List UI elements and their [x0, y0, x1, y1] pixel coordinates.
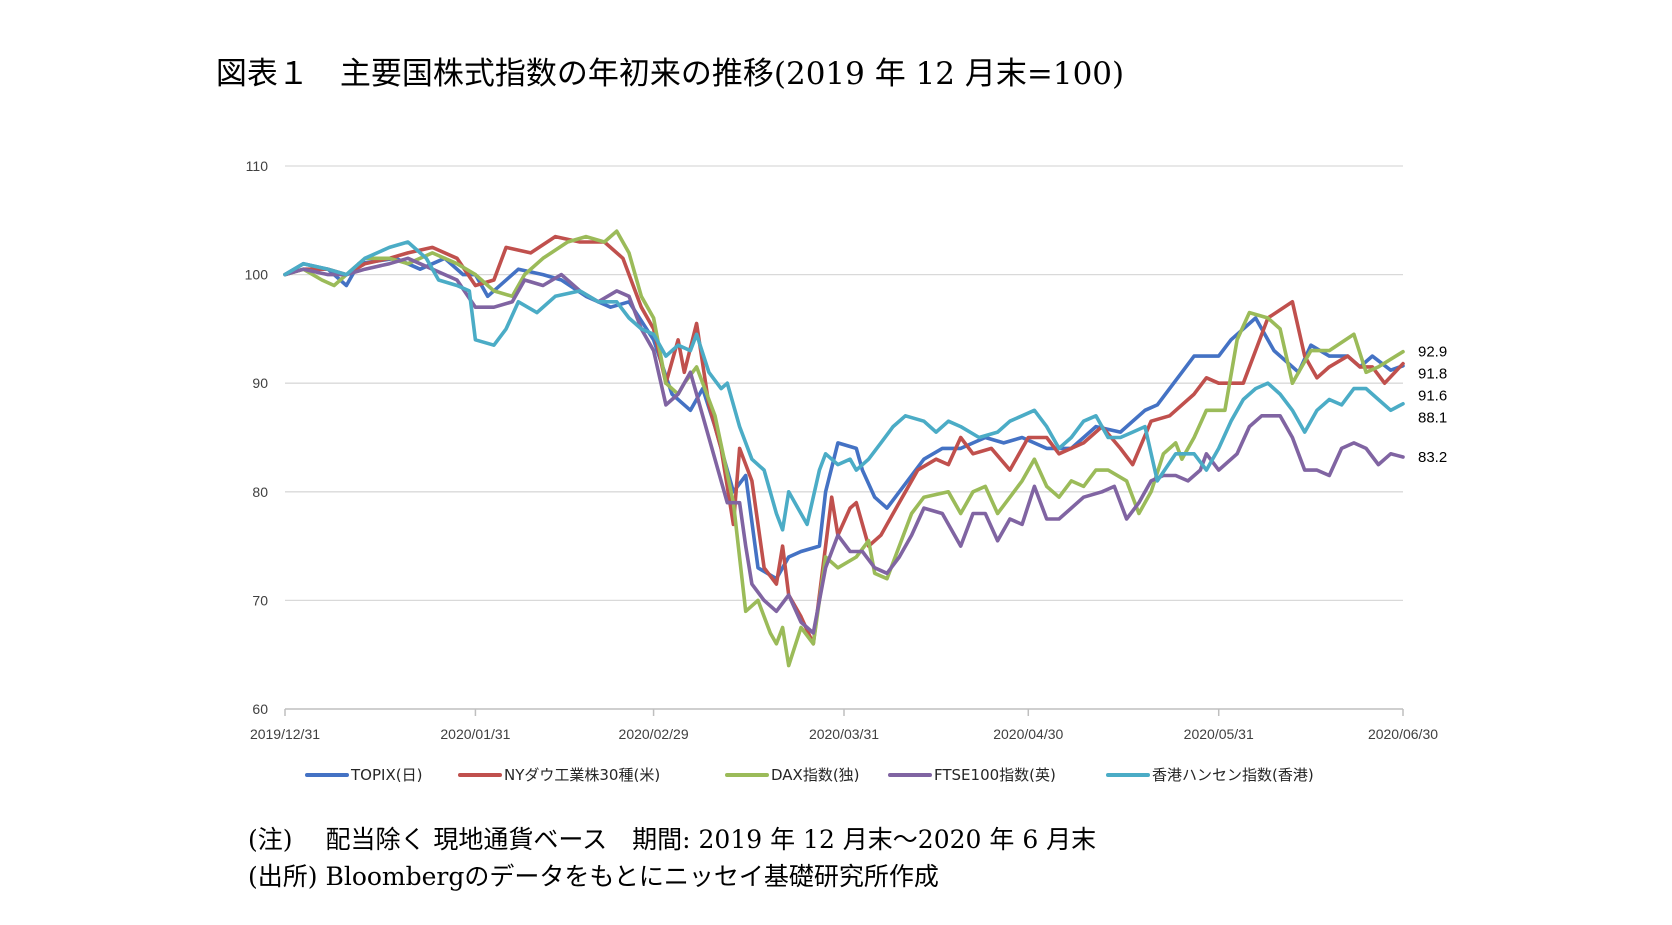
x-tick-label: 2020/06/30: [1368, 726, 1438, 742]
y-tick-label: 60: [252, 701, 268, 717]
x-tick-label: 2020/04/30: [993, 726, 1063, 742]
legend-label: DAX指数(独): [771, 766, 860, 784]
series-line-2: [283, 234, 1405, 646]
y-tick-label: 80: [252, 484, 268, 500]
source-text: (出所) Bloombergのデータをもとにニッセイ基礎研究所作成: [248, 862, 939, 891]
y-tick-label: 100: [245, 267, 269, 283]
x-tick-label: 2020/01/31: [440, 726, 510, 742]
y-tick-label: 90: [252, 375, 268, 391]
y-tick-label: 110: [246, 158, 269, 174]
series-line-3: [283, 229, 1405, 668]
series-line-5: [283, 240, 1405, 532]
series-line-4: [283, 256, 1405, 635]
note-text: (注) 配当除く 現地通貨ベース 期間: 2019 年 12 月末～2020 年…: [248, 825, 1097, 854]
legend-label: FTSE100指数(英): [934, 766, 1056, 784]
x-axis: 2019/12/31 2020/01/31 2020/02/29 2020/03/31…: [250, 708, 1438, 742]
chart-title: 図表１ 主要国株式指数の年初来の推移(2019 年 12 月末=100): [215, 56, 1125, 92]
end-value-label: 91.6: [1418, 388, 1447, 405]
legend-label: 香港ハンセン指数(香港): [1152, 766, 1314, 784]
series-line-1: [283, 256, 1405, 581]
end-value-labels: 92.9 91.8 91.6 88.1 83.2: [1418, 344, 1447, 466]
end-value-label: 83.2: [1418, 449, 1447, 466]
x-tick-label: 2020/05/31: [1184, 726, 1254, 742]
y-tick-label: 70: [252, 592, 268, 608]
end-value-label: 91.8: [1418, 366, 1447, 383]
legend: TOPIX(日) NYダウ工業株30種(米) DAX指数(独) FTSE100指数(英…: [305, 766, 1314, 784]
legend-label: NYダウ工業株30種(米): [504, 766, 660, 784]
series-lines: [283, 229, 1405, 668]
x-tick-label: 2020/03/31: [809, 726, 879, 742]
legend-label: TOPIX(日): [350, 766, 422, 784]
x-tick-label: 2020/02/29: [619, 726, 689, 742]
x-tick-label: 2019/12/31: [250, 726, 320, 742]
end-value-label: 88.1: [1418, 410, 1447, 427]
y-axis-ticks: 60 70 80 90 100 110: [245, 158, 269, 717]
end-value-label: 92.9: [1418, 344, 1447, 361]
